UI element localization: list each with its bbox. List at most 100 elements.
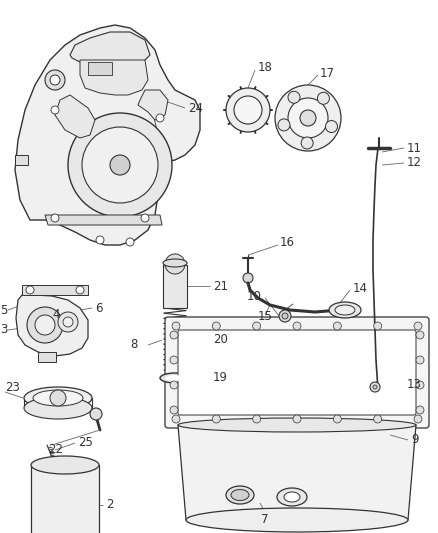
Circle shape — [170, 406, 177, 414]
Text: 11: 11 — [406, 141, 421, 155]
Circle shape — [26, 286, 34, 294]
Polygon shape — [16, 295, 88, 356]
Circle shape — [415, 406, 423, 414]
Ellipse shape — [162, 259, 187, 267]
Circle shape — [76, 286, 84, 294]
Circle shape — [45, 70, 65, 90]
Text: 5: 5 — [0, 303, 7, 317]
Text: 3: 3 — [0, 324, 7, 336]
Ellipse shape — [186, 508, 407, 532]
Circle shape — [317, 92, 328, 104]
Circle shape — [126, 238, 134, 246]
Circle shape — [96, 236, 104, 244]
Circle shape — [50, 75, 60, 85]
Circle shape — [50, 390, 66, 406]
Text: 22: 22 — [48, 443, 63, 456]
Circle shape — [292, 415, 300, 423]
Ellipse shape — [283, 492, 299, 502]
Circle shape — [292, 322, 300, 330]
Text: 19: 19 — [212, 372, 227, 384]
Text: 6: 6 — [95, 302, 102, 314]
Text: 2: 2 — [106, 498, 113, 512]
Circle shape — [82, 127, 158, 203]
Text: 23: 23 — [5, 382, 20, 394]
Ellipse shape — [230, 489, 248, 500]
FancyBboxPatch shape — [177, 330, 415, 415]
Polygon shape — [22, 285, 88, 295]
Circle shape — [155, 114, 164, 122]
Circle shape — [51, 106, 59, 114]
Ellipse shape — [165, 375, 184, 381]
Circle shape — [332, 322, 341, 330]
Circle shape — [63, 317, 73, 327]
Circle shape — [233, 96, 261, 124]
Circle shape — [287, 98, 327, 138]
Circle shape — [415, 381, 423, 389]
Ellipse shape — [31, 456, 99, 474]
Polygon shape — [55, 95, 95, 138]
Circle shape — [413, 415, 421, 423]
Circle shape — [170, 356, 177, 364]
Polygon shape — [15, 155, 28, 165]
Circle shape — [212, 415, 220, 423]
Text: 13: 13 — [406, 378, 421, 392]
Circle shape — [373, 415, 381, 423]
Circle shape — [226, 88, 269, 132]
Polygon shape — [70, 32, 150, 70]
Polygon shape — [38, 352, 56, 362]
Circle shape — [287, 91, 299, 103]
Text: 4: 4 — [52, 308, 60, 320]
Circle shape — [332, 415, 341, 423]
Circle shape — [372, 385, 376, 389]
Circle shape — [58, 312, 78, 332]
Text: 21: 21 — [212, 279, 227, 293]
Circle shape — [281, 313, 287, 319]
Text: 9: 9 — [410, 433, 417, 447]
Polygon shape — [31, 465, 99, 533]
Ellipse shape — [328, 302, 360, 318]
Circle shape — [415, 356, 423, 364]
Circle shape — [373, 322, 381, 330]
Ellipse shape — [177, 418, 415, 432]
Text: 20: 20 — [212, 334, 227, 346]
Polygon shape — [162, 265, 187, 308]
Circle shape — [165, 254, 184, 274]
Circle shape — [90, 408, 102, 420]
Circle shape — [170, 381, 177, 389]
Circle shape — [325, 120, 337, 133]
Circle shape — [141, 214, 148, 222]
Circle shape — [212, 322, 220, 330]
Polygon shape — [177, 425, 415, 520]
FancyBboxPatch shape — [165, 317, 428, 428]
Ellipse shape — [159, 373, 190, 383]
Circle shape — [252, 322, 260, 330]
Text: 24: 24 — [187, 101, 202, 115]
Text: 12: 12 — [406, 157, 421, 169]
Circle shape — [299, 110, 315, 126]
Text: 15: 15 — [258, 311, 272, 324]
Text: 25: 25 — [78, 437, 93, 449]
Polygon shape — [80, 60, 148, 95]
Ellipse shape — [276, 488, 306, 506]
Polygon shape — [15, 25, 200, 245]
Circle shape — [277, 119, 290, 131]
Ellipse shape — [334, 305, 354, 315]
Circle shape — [369, 382, 379, 392]
Circle shape — [274, 85, 340, 151]
Ellipse shape — [24, 387, 92, 409]
Ellipse shape — [24, 397, 92, 419]
Ellipse shape — [33, 390, 83, 406]
Ellipse shape — [226, 486, 254, 504]
Circle shape — [27, 307, 63, 343]
Circle shape — [252, 415, 260, 423]
Circle shape — [415, 331, 423, 339]
Circle shape — [172, 415, 180, 423]
Circle shape — [172, 322, 180, 330]
Circle shape — [170, 331, 177, 339]
Circle shape — [300, 137, 312, 149]
Text: 16: 16 — [279, 237, 294, 249]
Circle shape — [35, 315, 55, 335]
Circle shape — [279, 310, 290, 322]
Text: 10: 10 — [247, 289, 261, 303]
Circle shape — [68, 113, 172, 217]
